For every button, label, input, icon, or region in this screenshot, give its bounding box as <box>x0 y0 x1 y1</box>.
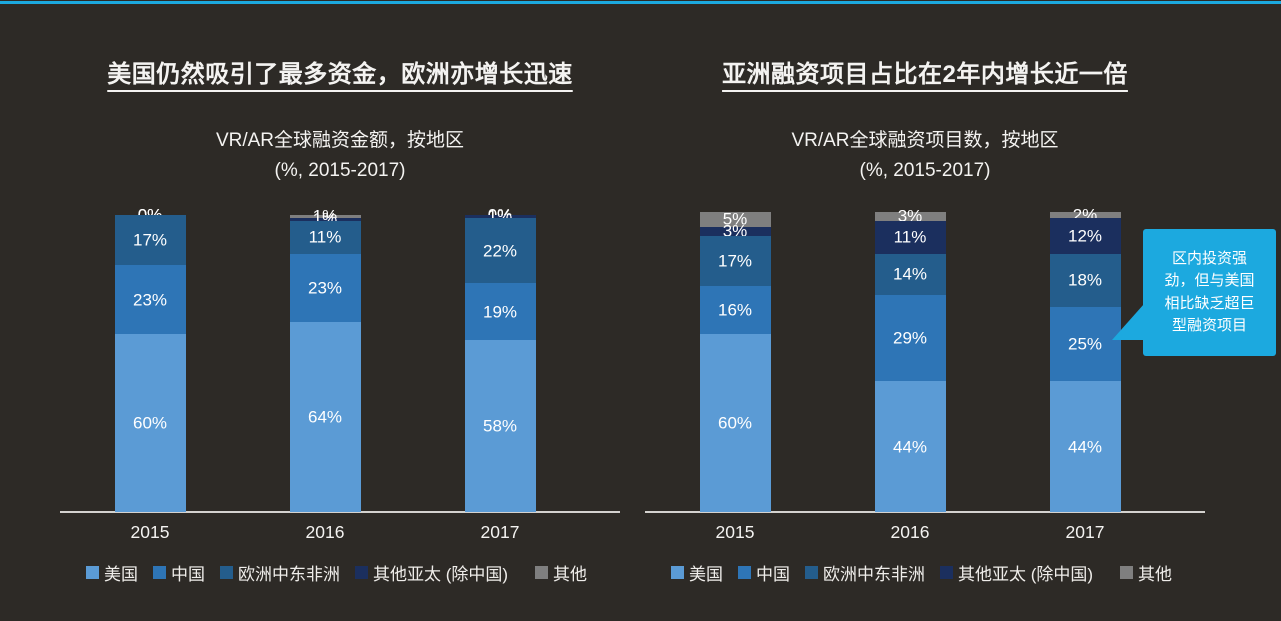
plot-area: 0%0%17%23%60% 1%1%11%23%64% 0%1%22%19%58% <box>60 207 620 513</box>
legend-label: 欧洲中东非洲 <box>238 565 340 584</box>
legend-label: 其他亚太 (除中国) <box>958 565 1094 584</box>
bar-segment <box>699 333 771 512</box>
callout-bubble: 区内投资强劲，但与美国相比缺乏超巨型融资项目 <box>1112 229 1276 356</box>
bar-segment <box>1049 217 1121 254</box>
legend-swatch <box>355 566 368 579</box>
bar-segment <box>114 265 186 334</box>
chart-legend: 美国 中国 欧洲中东非洲 其他亚太 (除中国) 其他 <box>671 560 1205 585</box>
legend-swatch <box>153 566 166 579</box>
legend-swatch <box>738 566 751 579</box>
x-axis-label: 2017 <box>1065 522 1105 542</box>
legend-item: 美国 <box>671 560 723 585</box>
bar-segment <box>699 235 771 287</box>
bar-segment <box>289 321 361 512</box>
legend-item: 欧洲中东非洲 <box>805 560 925 585</box>
legend-item: 其他 <box>535 560 587 585</box>
bar-segment <box>289 215 361 218</box>
callout-tail-icon <box>1112 304 1144 340</box>
bar-segment <box>464 283 536 340</box>
x-axis-label: 2016 <box>890 522 930 542</box>
stacked-bar: 3% 11% 14% 29% 44% <box>874 208 946 512</box>
chart-panel-funding-amount: 美国仍然吸引了最多资金，欧洲亦增长迅速 VR/AR全球融资金额，按地区 (%, … <box>60 0 620 621</box>
chart-subtitle-line1: VR/AR全球融资项目数，按地区 <box>791 130 1059 151</box>
bar-segment <box>464 217 536 284</box>
chart-panel-deal-count: 亚洲融资项目占比在2年内增长近一倍 VR/AR全球融资项目数，按地区 (%, 2… <box>645 0 1205 621</box>
legend-swatch <box>1120 566 1134 579</box>
bar-segment <box>874 212 946 221</box>
legend-item: 中国 <box>153 560 205 585</box>
x-axis-label: 2017 <box>480 522 520 542</box>
legend-item: 中国 <box>738 560 790 585</box>
bar-segment <box>874 381 946 512</box>
bar-segment <box>114 333 186 512</box>
chart-subtitle: VR/AR全球融资金额，按地区 (%, 2015-2017) <box>60 126 620 187</box>
bar-segment <box>699 226 771 236</box>
bar-segment <box>699 212 771 227</box>
bar-segment <box>289 253 361 322</box>
x-axis-line <box>645 511 1205 513</box>
legend-label: 美国 <box>104 565 138 584</box>
legend-label: 其他 <box>1138 565 1173 584</box>
chart-subtitle-line2: (%, 2015-2017) <box>274 160 406 182</box>
legend-swatch <box>535 566 549 579</box>
bar-segment <box>1049 212 1121 218</box>
stacked-bar: 5% 3% 17% 16% 60% <box>699 211 771 512</box>
top-accent-bar <box>0 1 1281 4</box>
bar-segment <box>874 295 946 382</box>
stacked-bar: 0%1%22%19%58% <box>464 207 536 512</box>
bar-segment <box>1049 307 1121 382</box>
bar-segment <box>874 220 946 254</box>
legend-item: 其他亚太 (除中国) <box>355 560 508 585</box>
legend-item: 欧洲中东非洲 <box>220 560 340 585</box>
bar-segment <box>464 339 536 512</box>
bar-segment <box>289 220 361 254</box>
legend-item: 其他 <box>1120 560 1172 585</box>
chart-title: 亚洲融资项目占比在2年内增长近一倍 <box>722 61 1128 88</box>
legend-label: 中国 <box>171 565 205 584</box>
chart-legend: 美国 中国 欧洲中东非洲 其他亚太 (除中国) 其他 <box>86 560 620 585</box>
legend-swatch <box>671 566 684 579</box>
x-axis-label: 2015 <box>130 522 170 542</box>
legend-item: 其他亚太 (除中国) <box>940 560 1093 585</box>
legend-label: 欧洲中东非洲 <box>823 565 925 584</box>
bar-segment <box>1049 381 1121 512</box>
legend-swatch <box>805 566 818 579</box>
chart-subtitle: VR/AR全球融资项目数，按地区 (%, 2015-2017) <box>645 126 1205 187</box>
chart-title: 美国仍然吸引了最多资金，欧洲亦增长迅速 <box>107 61 573 88</box>
stacked-bar: 2% 12% 18% 25% 44% <box>1049 207 1121 512</box>
legend-label: 其他亚太 (除中国) <box>373 565 509 584</box>
plot-area: 5% 3% 17% 16% 60% 3% 11% 14% 29% 44% 2% 12% 18% 25% 44… <box>645 207 1205 513</box>
legend-swatch <box>220 566 233 579</box>
callout-text: 区内投资强劲，但与美国相比缺乏超巨型融资项目 <box>1164 249 1255 335</box>
legend-label: 其他 <box>553 565 588 584</box>
bar-segment <box>464 215 536 218</box>
legend-label: 中国 <box>756 565 790 584</box>
legend-swatch <box>86 566 99 579</box>
x-axis-label: 2016 <box>305 522 345 542</box>
chart-subtitle-line1: VR/AR全球融资金额，按地区 <box>215 130 465 151</box>
bar-segment <box>874 253 946 296</box>
legend-label: 美国 <box>689 565 723 584</box>
chart-subtitle-line2: (%, 2015-2017) <box>859 160 991 182</box>
bar-segment <box>699 286 771 334</box>
bar-segment <box>289 217 361 221</box>
stacked-bar: 0%0%17%23%60% <box>114 207 186 512</box>
bar-segment <box>114 215 186 266</box>
bar-segment <box>1049 253 1121 308</box>
x-axis-label: 2015 <box>715 522 755 542</box>
x-axis-line <box>60 511 620 513</box>
legend-swatch <box>940 566 953 579</box>
legend-item: 美国 <box>86 560 138 585</box>
stacked-bar: 1% 1% 11% 23% 64% <box>289 208 361 512</box>
